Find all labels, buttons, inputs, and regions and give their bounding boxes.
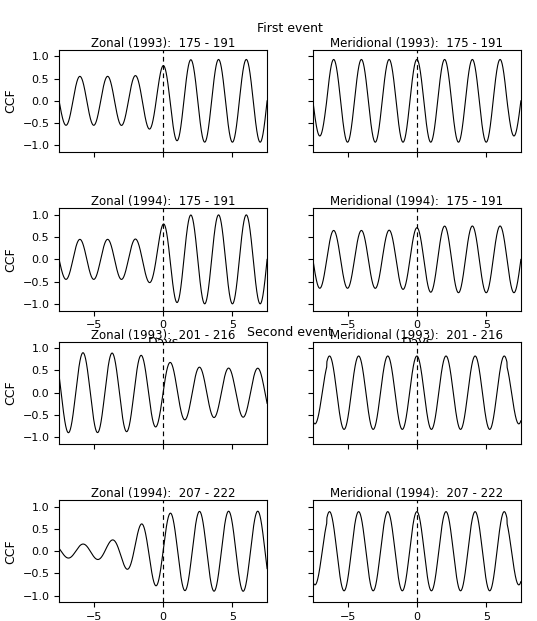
Title: Zonal (1993):  175 - 191: Zonal (1993): 175 - 191	[91, 37, 235, 50]
Y-axis label: CCF: CCF	[4, 247, 17, 271]
Title: Zonal (1994):  207 - 222: Zonal (1994): 207 - 222	[91, 487, 235, 500]
Y-axis label: CCF: CCF	[4, 381, 17, 405]
X-axis label: Days: Days	[401, 336, 432, 349]
X-axis label: Days: Days	[148, 336, 179, 349]
Title: Meridional (1993):  201 - 216: Meridional (1993): 201 - 216	[330, 329, 503, 342]
Text: Second event: Second event	[247, 326, 333, 339]
Y-axis label: CCF: CCF	[4, 539, 17, 563]
Title: Zonal (1994):  175 - 191: Zonal (1994): 175 - 191	[91, 195, 235, 208]
Text: First event: First event	[257, 22, 323, 35]
Title: Zonal (1993):  201 - 216: Zonal (1993): 201 - 216	[91, 329, 235, 342]
Title: Meridional (1993):  175 - 191: Meridional (1993): 175 - 191	[330, 37, 503, 50]
Title: Meridional (1994):  175 - 191: Meridional (1994): 175 - 191	[330, 195, 504, 208]
Y-axis label: CCF: CCF	[4, 89, 17, 113]
Title: Meridional (1994):  207 - 222: Meridional (1994): 207 - 222	[330, 487, 504, 500]
